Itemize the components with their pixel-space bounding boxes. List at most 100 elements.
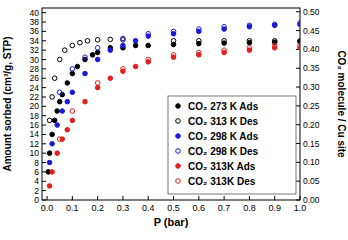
y2-tick <box>296 105 300 106</box>
y-tick-label: 32 <box>30 45 40 55</box>
y2-tick-label: 0.40 <box>303 44 320 54</box>
data-point <box>47 151 52 156</box>
y-tick <box>42 96 46 97</box>
y-tick <box>42 12 46 13</box>
data-point <box>121 43 126 48</box>
y-tick <box>42 22 46 23</box>
x-tick <box>97 196 98 200</box>
data-point <box>70 90 75 95</box>
plot-frame <box>42 8 300 200</box>
data-point <box>55 151 60 156</box>
data-point <box>197 27 202 32</box>
x-tick <box>72 196 73 200</box>
y2-tick <box>296 30 300 31</box>
data-point <box>70 71 75 76</box>
data-point <box>75 64 80 69</box>
data-point <box>95 81 100 86</box>
y-tick <box>42 171 46 172</box>
y-axis-label: Amount sorbed (cm³/g, STP) <box>2 37 13 172</box>
y-tick <box>42 134 46 135</box>
data-point <box>65 99 70 104</box>
x-tick <box>47 196 48 200</box>
y-tick <box>42 106 46 107</box>
y-tick <box>42 125 46 126</box>
y-tick-label: 22 <box>30 92 40 102</box>
data-point <box>197 50 202 55</box>
x-tick <box>122 196 123 200</box>
y-tick <box>42 162 46 163</box>
y-tick-label: 6 <box>34 167 39 177</box>
data-point <box>197 38 202 43</box>
data-point <box>47 160 52 165</box>
y-tick <box>42 153 46 154</box>
data-point <box>146 57 151 62</box>
data-point <box>47 184 52 189</box>
chart: 0.00.10.20.30.40.50.60.70.80.91.00246810… <box>0 0 348 240</box>
data-point <box>108 76 113 81</box>
x-tick-label: 0.6 <box>193 203 206 213</box>
y-tick-label: 0 <box>34 195 39 205</box>
legend-label: CO₂ 313K Ads <box>188 161 256 172</box>
y-tick-label: 12 <box>30 139 40 149</box>
data-point <box>121 67 126 72</box>
data-point <box>65 81 70 86</box>
y-tick-label: 2 <box>34 186 39 196</box>
data-point <box>78 40 83 45</box>
y2-tick <box>296 124 300 125</box>
data-point <box>57 137 62 142</box>
data-point <box>70 109 75 114</box>
data-point <box>90 53 95 58</box>
data-point <box>57 99 62 104</box>
data-point <box>133 43 138 48</box>
legend-box <box>168 96 296 194</box>
legend-label: CO₂ 313 K Des <box>188 116 258 127</box>
y-tick <box>42 190 46 191</box>
y2-tick-label: 0.05 <box>303 176 320 186</box>
x-tick-label: 0.3 <box>117 203 130 213</box>
y-tick-label: 26 <box>30 73 40 83</box>
y-tick <box>42 40 46 41</box>
y-tick-label: 38 <box>30 17 40 27</box>
data-point <box>60 109 65 114</box>
x-tick <box>198 196 199 200</box>
data-point <box>272 43 277 48</box>
y2-tick-label: 0.10 <box>303 157 320 167</box>
y2-tick <box>296 162 300 163</box>
y-tick-label: 16 <box>30 120 40 130</box>
y2-tick <box>296 181 300 182</box>
data-point <box>95 38 100 43</box>
data-point <box>83 71 88 76</box>
data-point <box>70 67 75 72</box>
data-point <box>222 38 227 43</box>
data-point <box>272 22 277 27</box>
y-tick-label: 24 <box>30 83 40 93</box>
x-tick <box>274 196 275 200</box>
data-point <box>133 64 138 69</box>
y-tick-label: 4 <box>34 176 39 186</box>
data-point <box>298 38 300 43</box>
y-tick <box>42 68 46 69</box>
data-point <box>108 48 113 53</box>
data-point <box>247 46 252 51</box>
legend-marker <box>176 104 181 109</box>
legend-label: CO₂ 273 K Ads <box>188 101 259 112</box>
x-tick-label: 0.7 <box>218 203 231 213</box>
x-tick <box>249 196 250 200</box>
data-point <box>95 50 100 55</box>
data-point <box>146 31 151 36</box>
y-tick <box>42 59 46 60</box>
y2-tick <box>296 143 300 144</box>
x-axis-label: P (bar) <box>154 216 189 228</box>
legend-marker <box>176 164 181 169</box>
legend: CO₂ 273 K Ads CO₂ 313 K Des CO₂ 298 K Ads C… <box>168 96 296 194</box>
y2-tick-label: 0.45 <box>303 26 320 36</box>
y-tick <box>42 50 46 51</box>
legend-label: CO₂ 298 K Des <box>188 146 258 157</box>
data-point <box>272 23 277 28</box>
legend-label: CO₂ 298 K Ads <box>188 131 259 142</box>
data-point <box>146 43 151 48</box>
data-point <box>52 118 57 123</box>
y2-tick <box>296 87 300 88</box>
x-tick-label: 0.4 <box>142 203 155 213</box>
y-tick <box>42 181 46 182</box>
